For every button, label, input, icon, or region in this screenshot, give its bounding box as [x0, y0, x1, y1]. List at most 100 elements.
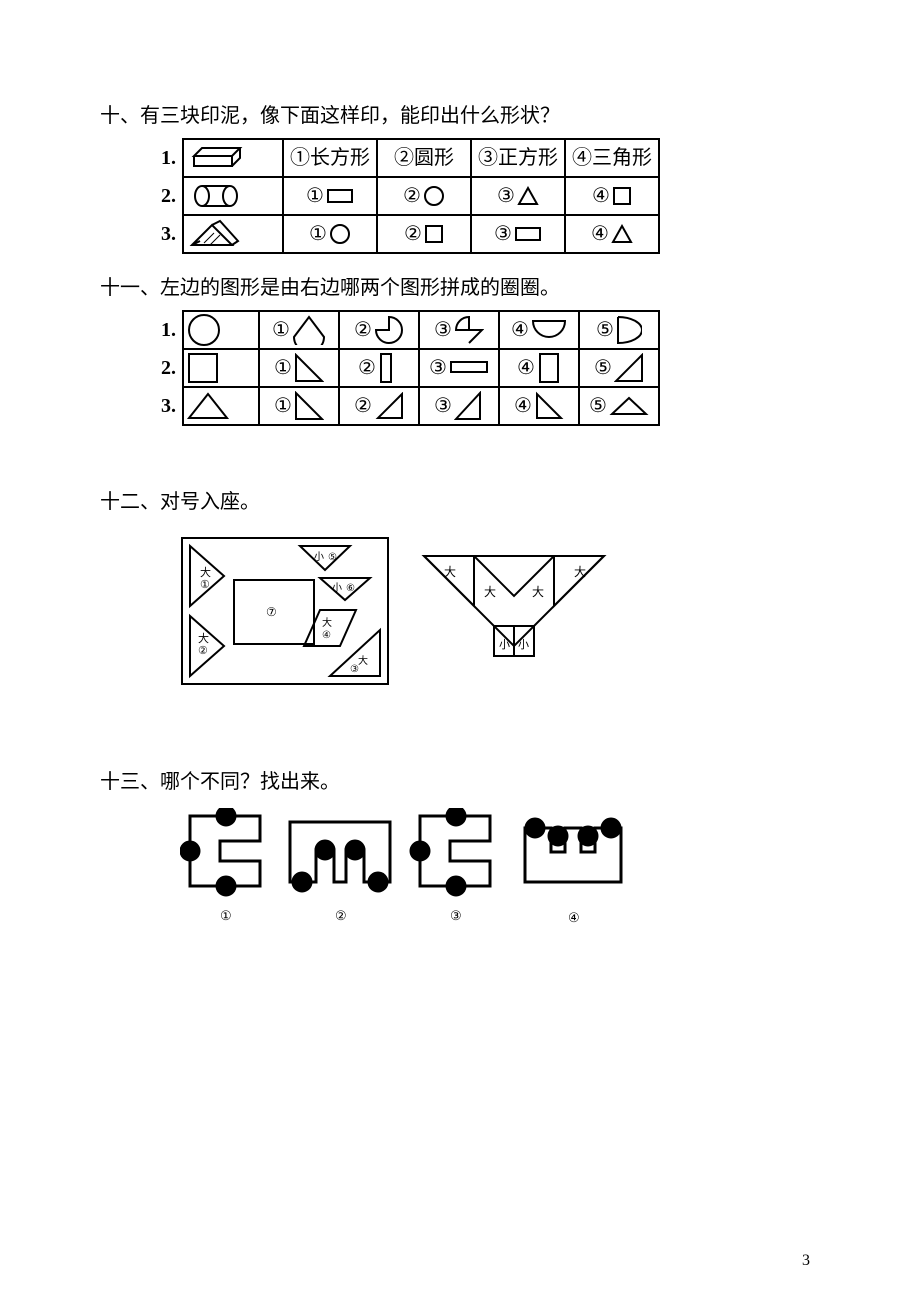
section13-figure: ① ② ③ — [180, 808, 830, 938]
table-row: 3. ① ② ③ ④ ⑤ — [138, 387, 659, 425]
label-num: ⑥ — [346, 583, 355, 594]
shape-icon — [531, 319, 567, 341]
label-num: ④ — [322, 630, 331, 641]
opt-num: ① — [306, 180, 324, 212]
label-small: 小 — [314, 551, 324, 563]
opt-cell: ④ — [565, 215, 659, 253]
opt-num: ③ — [497, 180, 515, 212]
stamp-cell — [183, 215, 283, 253]
circle-icon — [186, 312, 222, 348]
rect-icon — [514, 225, 542, 243]
label-small: 小 — [332, 582, 342, 594]
triangle-icon — [186, 391, 230, 421]
opt-cell: ④ — [499, 349, 579, 387]
opt-num: ④ — [592, 180, 610, 212]
label-num: ② — [198, 645, 208, 657]
page: 十、有三块印泥，像下面这样印，能印出什么形状？ 1. ①长方形 ②圆形 ③正方形… — [0, 0, 920, 1302]
row-number: 1. — [138, 139, 183, 177]
opt-cell: ③正方形 — [471, 139, 565, 177]
opt-num: ③ — [434, 314, 452, 346]
opt-num: ④ — [514, 390, 532, 422]
shape-icon — [378, 352, 400, 384]
shape-icon — [534, 391, 564, 421]
target-cell — [183, 311, 259, 349]
tangram-pieces-icon: 大 ① 大 ② ⑦ 小 ⑤ 小 ⑥ 大 ④ — [180, 536, 390, 686]
label-big: 大 — [200, 565, 211, 579]
odd-one-out-icon: ① ② ③ — [180, 808, 640, 938]
opt-cell: ② — [339, 387, 419, 425]
row-number: 2. — [138, 349, 183, 387]
label-num: ③ — [350, 664, 359, 675]
page-number: 3 — [802, 1248, 810, 1274]
opt-cell: ③ — [471, 215, 565, 253]
section12: 十二、对号入座。 大 ① 大 ② ⑦ 小 ⑤ 小 — [100, 486, 830, 686]
opt-cell: ⑤ — [579, 349, 659, 387]
label-big: 大 — [358, 654, 368, 667]
opt-cell: ③ — [419, 349, 499, 387]
label-num: ① — [200, 579, 210, 591]
section13: 十三、哪个不同？找出来。 ① ② — [100, 766, 830, 938]
opt-cell: ① — [283, 177, 377, 215]
opt-cell: ② — [339, 311, 419, 349]
opt-cell: ③ — [419, 387, 499, 425]
section10-title: 十、有三块印泥，像下面这样印，能印出什么形状？ — [100, 100, 830, 132]
opt-cell: ③ — [471, 177, 565, 215]
opt-cell: ④ — [499, 311, 579, 349]
tangram-target-icon: 大 大 大 大 小 小 — [414, 536, 614, 686]
opt-num: ② — [403, 180, 421, 212]
row-number: 3. — [138, 387, 183, 425]
label-big: 大 — [322, 616, 332, 629]
shape-icon — [374, 392, 404, 420]
label-big: 大 — [532, 585, 544, 599]
opt-cell: ① — [259, 311, 339, 349]
row-number: 3. — [138, 215, 183, 253]
stamp-cell — [183, 139, 283, 177]
cylinder-icon — [186, 182, 246, 210]
row-number: 1. — [138, 311, 183, 349]
circle-icon — [329, 223, 351, 245]
table-row: 2. ① ② ③ ④ ⑤ — [138, 349, 659, 387]
opt-num: ① — [272, 314, 290, 346]
table-row: 1. ① ② ③ ④ ⑤ — [138, 311, 659, 349]
section10-table: 1. ①长方形 ②圆形 ③正方形 ④三角形 2. ① ② ③ ④ 3. ① ② — [138, 138, 660, 254]
opt-cell: ① — [259, 387, 339, 425]
table-row: 3. ① ② ③ ④ — [138, 215, 659, 253]
shape-icon — [614, 353, 644, 383]
opt-num: ⑤ — [596, 314, 614, 346]
square-icon — [186, 351, 220, 385]
shape-icon — [374, 315, 404, 345]
section12-title: 十二、对号入座。 — [100, 486, 830, 518]
opt-num: ⑤ — [589, 390, 607, 422]
opt-cell: ① — [259, 349, 339, 387]
label-num: ③ — [450, 908, 462, 923]
square-icon — [612, 186, 632, 206]
shape-icon — [454, 315, 484, 345]
opt-cell: ④ — [565, 177, 659, 215]
shape-icon — [294, 353, 324, 383]
opt-cell: ④三角形 — [565, 139, 659, 177]
label-big: 大 — [574, 565, 586, 579]
opt-num: ③ — [434, 390, 452, 422]
shape-icon — [616, 315, 642, 345]
label-small: 小 — [499, 638, 510, 651]
target-cell — [183, 387, 259, 425]
square-icon — [424, 224, 444, 244]
opt-num: ② — [404, 218, 422, 250]
shape-icon — [294, 391, 324, 421]
cuboid-icon — [186, 144, 246, 172]
table-row: 2. ① ② ③ ④ — [138, 177, 659, 215]
opt-cell: ⑤ — [579, 387, 659, 425]
shape-icon — [609, 395, 649, 417]
opt-num: ④ — [591, 218, 609, 250]
label-big: 大 — [484, 585, 496, 599]
opt-num: ⑤ — [594, 352, 612, 384]
opt-cell: ④ — [499, 387, 579, 425]
section11-title: 十一、左边的图形是由右边哪两个图形拼成的圈圈。 — [100, 272, 830, 304]
label-small: 小 — [518, 638, 529, 651]
label-num: ⑤ — [328, 552, 337, 563]
opt-num: ② — [354, 314, 372, 346]
opt-cell: ② — [377, 177, 471, 215]
prism-icon — [186, 219, 242, 249]
label-num: ④ — [568, 910, 580, 925]
label-num: ⑦ — [266, 605, 277, 619]
